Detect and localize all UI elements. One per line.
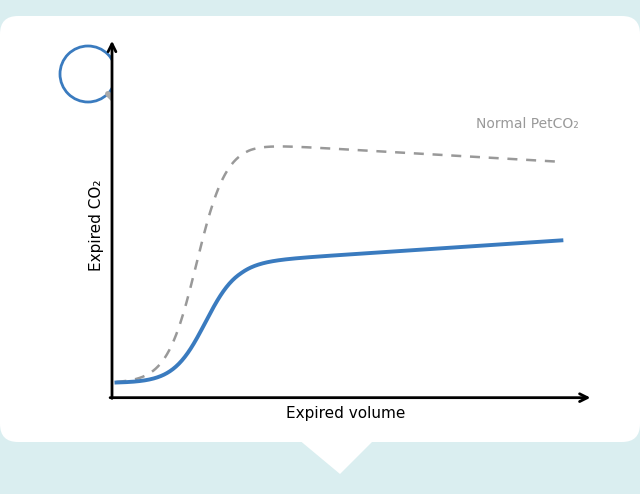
Circle shape bbox=[60, 46, 116, 102]
Y-axis label: Expired CO₂: Expired CO₂ bbox=[89, 179, 104, 271]
FancyBboxPatch shape bbox=[0, 16, 640, 442]
Text: Normal PetCO₂: Normal PetCO₂ bbox=[476, 118, 579, 131]
Polygon shape bbox=[280, 424, 390, 474]
X-axis label: Expired volume: Expired volume bbox=[286, 406, 405, 421]
